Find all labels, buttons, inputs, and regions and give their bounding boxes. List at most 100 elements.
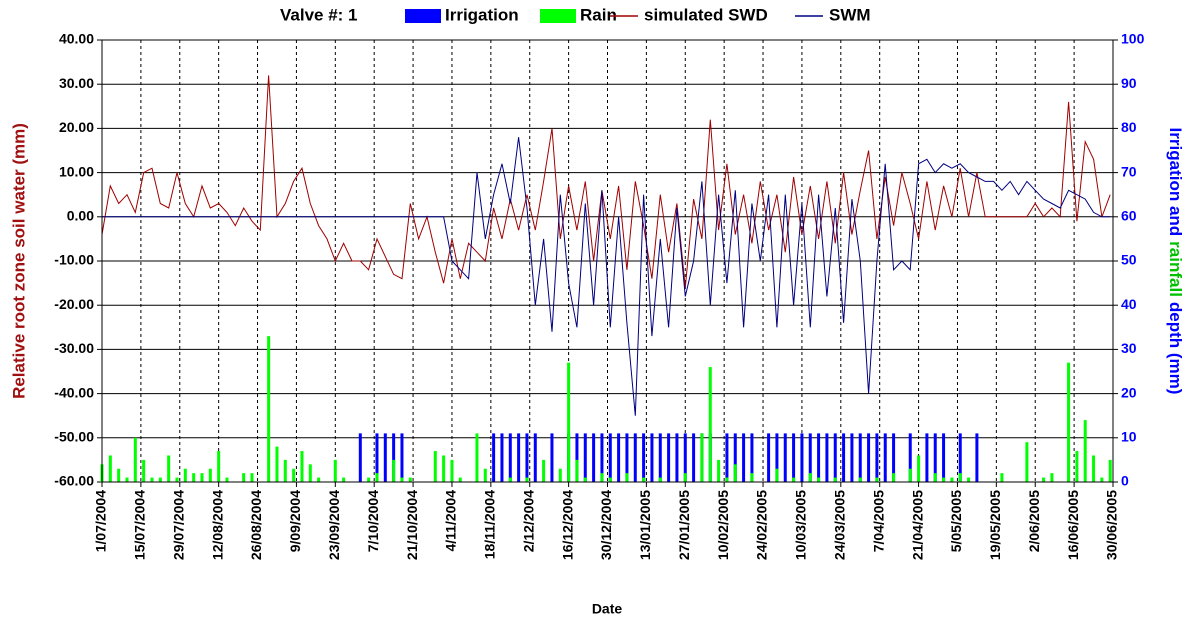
bar	[783, 433, 787, 482]
bar	[575, 459, 579, 482]
bar	[108, 455, 112, 482]
bar	[892, 473, 896, 482]
bar	[308, 464, 312, 482]
bar	[825, 433, 829, 482]
bar	[958, 473, 962, 482]
y2-tick-label: 70	[1121, 163, 1137, 179]
bar	[142, 459, 146, 482]
bar	[733, 433, 737, 482]
bar	[550, 433, 554, 482]
bar	[442, 455, 446, 482]
bar	[583, 477, 587, 482]
bar	[908, 433, 912, 482]
bar	[750, 433, 754, 482]
bar	[1067, 362, 1071, 482]
y-axis-label: Relative root zone soil water (mm)	[9, 123, 28, 399]
plot-frame	[101, 39, 1114, 483]
bar	[1042, 477, 1046, 482]
bar	[125, 477, 129, 482]
bar	[533, 433, 537, 482]
y2-tick-label: 10	[1121, 429, 1137, 445]
bar	[833, 477, 837, 482]
bar	[600, 433, 604, 482]
y-tick-label: -10.00	[54, 252, 94, 268]
bar	[858, 477, 862, 482]
legend-title: Valve #: 1	[280, 5, 358, 24]
bar	[200, 473, 204, 482]
y2-tick-label: 0	[1121, 473, 1129, 489]
bar	[1025, 442, 1029, 482]
bar	[1108, 459, 1112, 482]
x-tick-label: 27/01/2005	[676, 490, 692, 560]
bar	[775, 433, 779, 482]
y2-tick-label: 90	[1121, 75, 1137, 91]
bar	[775, 468, 779, 482]
bar	[725, 433, 729, 482]
bar	[767, 433, 771, 482]
line	[101, 75, 1111, 288]
bar	[942, 477, 946, 482]
y2-axis-label: Irrigation and rainfall depth (mm)	[1166, 128, 1185, 395]
bar	[133, 437, 137, 482]
bar	[967, 477, 971, 482]
bar	[842, 433, 846, 482]
y2-axis-label-part: rainfall	[1166, 241, 1185, 297]
x-tick-label: 30/06/2005	[1104, 490, 1120, 560]
bar	[517, 433, 521, 482]
y-tick-label: -40.00	[54, 384, 94, 400]
x-tick-label: 16/12/2004	[559, 490, 575, 560]
bar	[817, 477, 821, 482]
x-tick-label: 21/10/2004	[404, 490, 420, 560]
bar	[1000, 473, 1004, 482]
y2-tick-label: 30	[1121, 340, 1137, 356]
bar	[558, 468, 562, 482]
bar	[917, 455, 921, 482]
bar	[600, 473, 604, 482]
y-tick-label: 0.00	[67, 208, 94, 224]
bar	[400, 433, 404, 482]
bar	[858, 433, 862, 482]
x-tick-label: 10/02/2005	[715, 490, 731, 560]
bar	[500, 433, 504, 482]
bar	[1050, 473, 1054, 482]
bar	[167, 455, 171, 482]
legend-label: Irrigation	[445, 5, 519, 24]
bar	[392, 459, 396, 482]
bar	[725, 477, 729, 482]
bar	[250, 473, 254, 482]
bar	[683, 433, 687, 482]
x-tick-label: 24/03/2005	[832, 490, 848, 560]
bar	[608, 433, 612, 482]
bar	[892, 433, 896, 482]
bar	[392, 433, 396, 482]
bar	[292, 468, 296, 482]
legend-label: Rain	[580, 5, 617, 24]
x-tick-label: 13/01/2005	[637, 490, 653, 560]
bar	[708, 367, 712, 482]
bar	[150, 477, 154, 482]
bar	[667, 433, 671, 482]
bar	[817, 433, 821, 482]
bar	[958, 433, 962, 482]
bar	[750, 473, 754, 482]
bar	[575, 433, 579, 482]
bar	[400, 477, 404, 482]
bar	[833, 433, 837, 482]
bar	[617, 433, 621, 482]
legend-label: simulated SWD	[644, 5, 768, 24]
bar	[867, 433, 871, 482]
bar	[808, 473, 812, 482]
bar	[933, 433, 937, 482]
x-tick-label: 2/12/2004	[520, 490, 536, 552]
line	[102, 137, 1111, 416]
bar	[883, 433, 887, 482]
x-tick-label: 19/05/2005	[987, 490, 1003, 560]
y2-tick-label: 80	[1121, 119, 1137, 135]
x-tick-label: 9/09/2004	[287, 490, 303, 552]
bar	[592, 433, 596, 482]
bar	[733, 464, 737, 482]
x-tick-label: 29/07/2004	[170, 490, 186, 560]
bar	[508, 477, 512, 482]
bar	[450, 459, 454, 482]
bar	[317, 477, 321, 482]
